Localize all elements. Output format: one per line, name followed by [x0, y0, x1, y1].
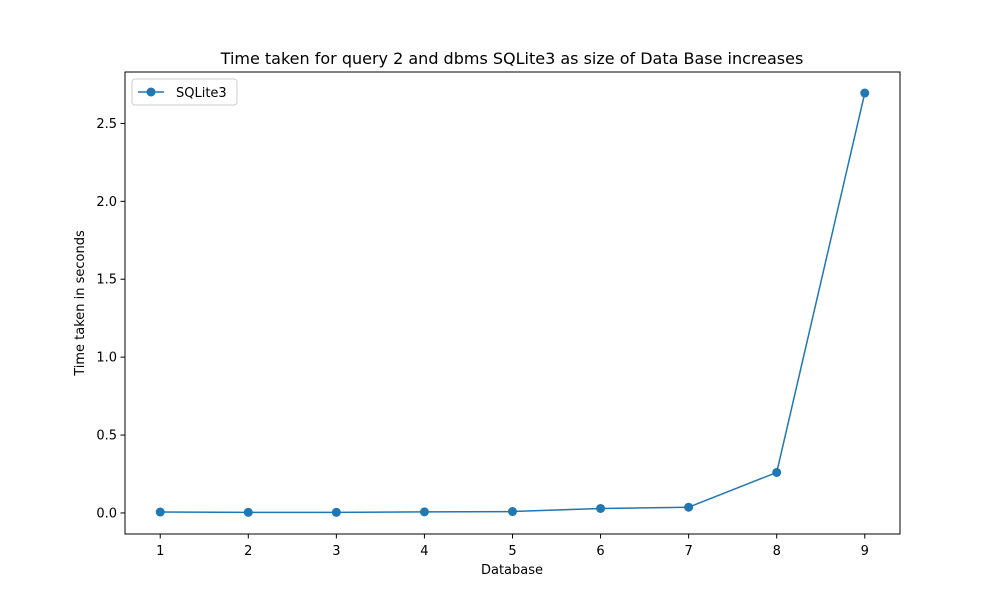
x-tick-label: 1: [156, 544, 164, 559]
x-tick-label: 4: [420, 544, 428, 559]
x-tick-label: 3: [332, 544, 340, 559]
y-tick-label: 1.0: [96, 351, 117, 366]
legend-box: [131, 78, 238, 106]
x-tick-label: 8: [773, 544, 781, 559]
y-tick-label: 2.0: [96, 195, 117, 210]
data-point: [331, 507, 341, 517]
x-tick-label: 5: [508, 544, 516, 559]
data-point: [860, 88, 870, 98]
data-point: [243, 507, 253, 517]
chart-title: Time taken for query 2 and dbms SQLite3 …: [220, 49, 804, 68]
y-axis-ticks: 0.0 0.5 1.0 1.5 2.0 2.5: [96, 117, 125, 521]
y-tick-label: 0.5: [96, 429, 117, 444]
x-axis-ticks: 1 2 3 4 5 6 7 8 9: [156, 534, 869, 559]
y-tick-label: 1.5: [96, 273, 117, 288]
x-tick-label: 6: [596, 544, 604, 559]
legend-marker-sqlite3: [146, 87, 156, 97]
data-point: [684, 502, 694, 512]
data-point: [419, 507, 429, 517]
plot-area: [125, 72, 900, 534]
legend: SQLite3: [131, 78, 238, 106]
data-point: [596, 503, 606, 513]
data-point: [772, 467, 782, 477]
legend-label-sqlite3: SQLite3: [176, 86, 227, 101]
plot-frame: [124, 71, 901, 535]
data-point: [155, 507, 165, 517]
y-axis-label: Time taken in seconds: [73, 230, 88, 377]
x-tick-label: 2: [244, 544, 252, 559]
y-tick-label: 2.5: [96, 117, 117, 132]
x-tick-label: 7: [684, 544, 692, 559]
x-axis-label: Database: [481, 563, 543, 578]
x-tick-label: 9: [861, 544, 869, 559]
series-layer: [155, 88, 870, 517]
data-point: [508, 507, 517, 517]
y-tick-label: 0.0: [96, 506, 117, 521]
